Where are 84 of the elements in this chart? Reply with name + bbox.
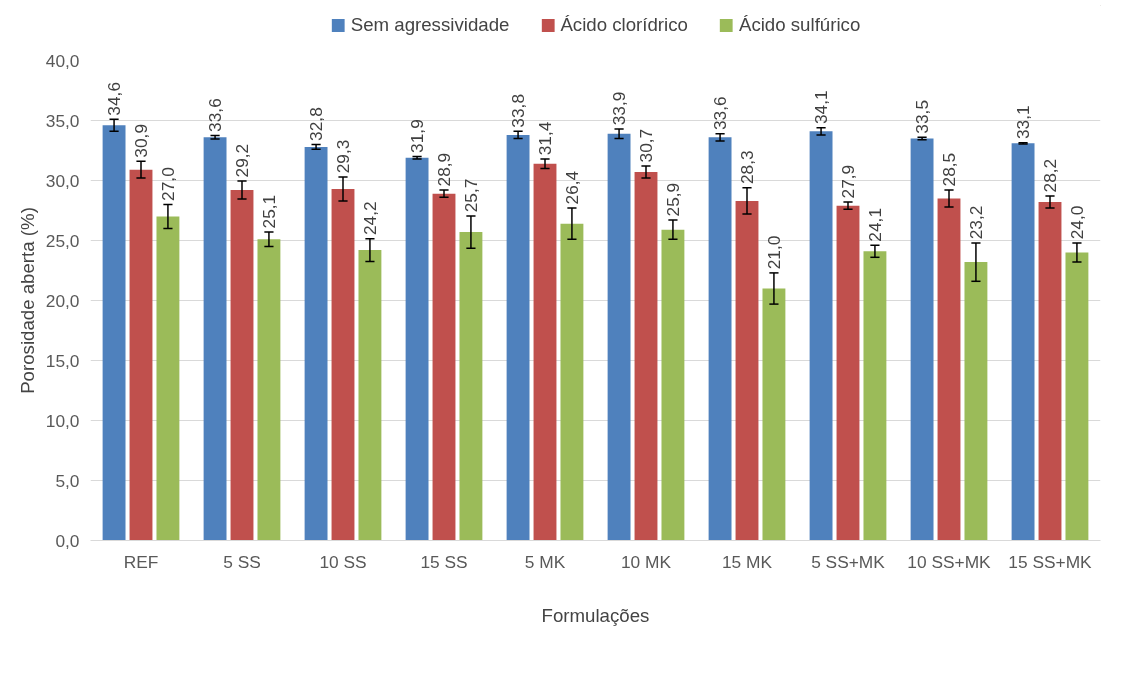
data-label: 28,5 <box>939 152 959 187</box>
x-axis-title: Formulações <box>541 604 650 626</box>
bar <box>910 138 934 541</box>
bar <box>1011 143 1035 541</box>
y-tick-label: 15,0 <box>45 350 80 371</box>
data-label: 27,9 <box>838 164 858 199</box>
data-label: 29,3 <box>333 139 353 174</box>
bar <box>432 193 456 541</box>
data-label: 33,1 <box>1013 105 1034 140</box>
data-label: 28,2 <box>1040 158 1060 193</box>
y-tick-label: 40,0 <box>45 50 80 71</box>
x-tick-label: 15 SS <box>420 551 468 572</box>
data-label: 28,3 <box>737 150 757 185</box>
data-label: 33,6 <box>205 98 226 132</box>
bar <box>1038 202 1062 541</box>
bar <box>1065 252 1089 541</box>
data-label: 34,6 <box>104 81 125 116</box>
bar <box>129 169 153 541</box>
data-label: 31,4 <box>535 121 555 156</box>
data-label: 33,9 <box>609 91 630 126</box>
bar <box>735 200 759 541</box>
data-label: 26,4 <box>561 170 582 205</box>
bar <box>405 157 429 541</box>
bar <box>203 137 227 541</box>
data-label: 33,6 <box>710 96 731 131</box>
y-tick-label: 0,0 <box>55 530 80 551</box>
y-tick-label: 10,0 <box>45 410 80 431</box>
data-label: 30,9 <box>131 123 151 158</box>
bar <box>459 232 483 541</box>
y-tick-label: 30,0 <box>45 170 80 191</box>
data-label: 32,8 <box>306 107 327 141</box>
x-tick-label: 5 SS <box>223 551 261 572</box>
x-tick-label: 10 SS <box>319 551 367 572</box>
legend-label: Sem agressividade <box>350 14 510 36</box>
bar <box>964 262 988 541</box>
data-label: 30,7 <box>636 128 656 163</box>
bar <box>762 288 786 541</box>
bar <box>937 198 961 541</box>
data-label: 25,7 <box>460 178 481 213</box>
data-label: 24,2 <box>359 201 380 236</box>
x-tick-label: 5 SS+MK <box>811 551 886 572</box>
data-label: 23,2 <box>965 205 986 240</box>
bar <box>304 146 328 541</box>
legend-label: Ácido clorídrico <box>560 14 688 36</box>
data-label: 28,9 <box>434 152 454 187</box>
x-tick-label: 10 SS+MK <box>907 551 992 572</box>
bar <box>661 229 685 541</box>
bar <box>533 163 557 541</box>
bar <box>607 133 631 541</box>
data-label: 34,1 <box>811 90 832 125</box>
legend-label: Ácido sulfúrico <box>738 14 861 36</box>
y-axis-title: Porosidade aberta (%) <box>16 207 38 394</box>
data-label: 29,2 <box>232 143 252 178</box>
x-tick-label: 15 MK <box>721 551 773 572</box>
x-tick-label: REF <box>123 551 159 572</box>
data-label: 24,0 <box>1066 205 1087 240</box>
data-label: 31,9 <box>407 119 428 153</box>
bar <box>836 205 860 541</box>
bar <box>156 216 180 541</box>
bar <box>358 250 382 541</box>
bar <box>634 172 658 541</box>
x-tick-label: 15 SS+MK <box>1008 551 1093 572</box>
bar <box>560 223 584 541</box>
y-tick-label: 25,0 <box>45 230 80 251</box>
bar <box>863 251 887 541</box>
bar <box>331 188 355 541</box>
bar <box>708 137 732 541</box>
data-label: 25,9 <box>662 182 683 217</box>
data-label: 21,0 <box>763 235 784 270</box>
y-tick-label: 20,0 <box>45 290 80 311</box>
x-tick-label: 10 MK <box>620 551 672 572</box>
y-tick-label: 35,0 <box>45 110 80 131</box>
y-tick-label: 5,0 <box>55 470 80 491</box>
bar <box>102 125 126 541</box>
bar <box>257 239 281 541</box>
bar <box>809 131 833 541</box>
bar <box>230 190 254 541</box>
data-label: 33,5 <box>912 99 933 134</box>
data-label: 27,0 <box>157 167 178 201</box>
data-label: 33,8 <box>508 93 529 128</box>
x-tick-label: 5 MK <box>524 551 566 572</box>
data-label: 24,1 <box>864 207 885 242</box>
data-label: 25,1 <box>258 194 279 229</box>
bar <box>506 134 530 541</box>
